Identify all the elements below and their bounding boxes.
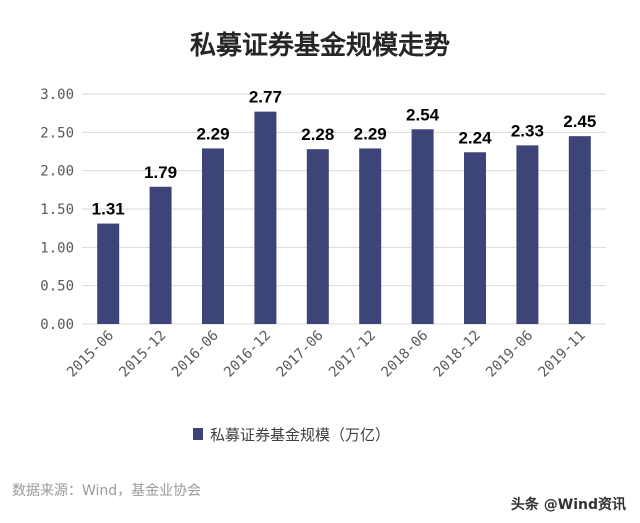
- y-tick-label: 0.00: [40, 317, 74, 333]
- y-tick-label: 0.50: [40, 279, 74, 295]
- x-tick-label-2016-12: 2016-12: [221, 328, 274, 381]
- bar-2016-12: [254, 111, 277, 324]
- x-tick-label-2017-06: 2017-06: [274, 328, 327, 381]
- legend-swatch: [193, 428, 203, 440]
- bar-2017-12: [359, 148, 382, 324]
- bar-2019-06: [516, 145, 539, 324]
- x-tick-label-2015-12: 2015-12: [116, 328, 169, 381]
- x-tick-label-2019-11: 2019-11: [536, 328, 589, 381]
- bar-2016-06: [202, 148, 224, 324]
- data-label-2015-12: 1.79: [144, 163, 177, 182]
- legend-label: 私募证券基金规模（万亿）: [210, 426, 390, 444]
- data-label-2019-06: 2.33: [511, 121, 544, 140]
- bar-2019-11: [568, 136, 591, 324]
- bars: [97, 111, 591, 324]
- y-tick-label: 3.00: [40, 87, 74, 103]
- bar-2017-06: [306, 149, 329, 324]
- watermark: 头条 @Wind资讯: [510, 497, 626, 513]
- y-axis: 0.00 0.50 1.00 1.50 2.00 2.50 3.00: [40, 87, 74, 333]
- x-tick-label-2018-06: 2018-06: [378, 328, 431, 381]
- chart-title: 私募证券基金规模走势: [190, 30, 450, 61]
- data-label-2019-11: 2.45: [563, 112, 596, 131]
- x-tick-label-2019-06: 2019-06: [483, 328, 536, 381]
- x-tick-label-2015-06: 2015-06: [64, 328, 117, 381]
- x-axis: 2015-06 2015-12 2016-06 2016-12 2017-06 2017-…: [64, 328, 589, 381]
- bar-2018-12: [464, 152, 486, 324]
- data-label-2015-06: 1.31: [92, 200, 125, 219]
- data-labels: 1.31 1.79 2.29 2.77 2.28 2.29 2.54 2.24 2.33 2.45: [92, 88, 597, 219]
- data-label-2017-12: 2.29: [354, 124, 387, 143]
- y-tick-label: 1.00: [40, 240, 74, 256]
- source-note: 数据来源：Wind，基金业协会: [12, 483, 202, 499]
- x-tick-label-2018-12: 2018-12: [431, 328, 484, 381]
- bar-2015-06: [97, 223, 120, 324]
- x-tick-label-2016-06: 2016-06: [169, 328, 222, 381]
- data-label-2016-12: 2.77: [249, 88, 282, 107]
- data-label-2017-06: 2.28: [301, 125, 334, 144]
- y-tick-label: 2.50: [40, 125, 74, 141]
- bar-2018-06: [411, 129, 434, 324]
- bar-2015-12: [149, 186, 172, 324]
- x-tick-label-2017-12: 2017-12: [326, 328, 379, 381]
- y-tick-label: 2.00: [40, 164, 74, 180]
- y-tick-label: 1.50: [40, 202, 74, 218]
- legend: 私募证券基金规模（万亿）: [193, 426, 390, 444]
- data-label-2018-06: 2.54: [406, 105, 440, 124]
- data-label-2018-12: 2.24: [458, 128, 492, 147]
- data-label-2016-06: 2.29: [196, 124, 229, 143]
